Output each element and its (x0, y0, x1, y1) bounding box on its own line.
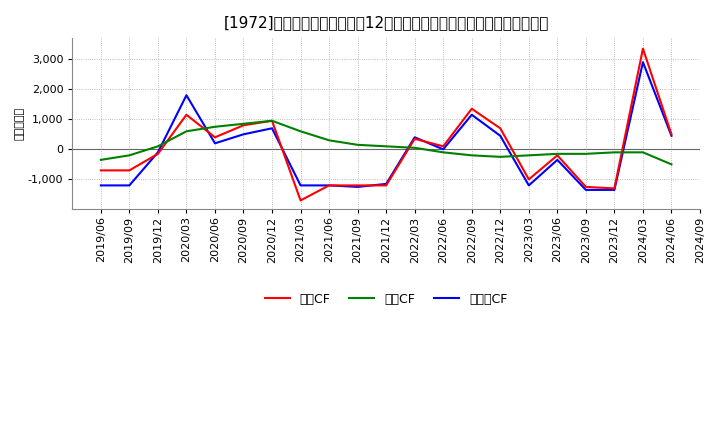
投資CF (96, 157, 105, 162)
フリーCF (354, 184, 362, 190)
営業CF (582, 184, 590, 190)
営業CF (467, 106, 476, 111)
営業CF (211, 135, 220, 140)
投資CF (496, 154, 505, 159)
営業CF (239, 123, 248, 128)
フリーCF (496, 133, 505, 139)
投資CF (153, 144, 162, 149)
投資CF (125, 153, 134, 158)
営業CF (382, 183, 390, 188)
フリーCF (639, 59, 647, 65)
営業CF (610, 186, 618, 191)
フリーCF (467, 112, 476, 117)
フリーCF (325, 183, 333, 188)
投資CF (268, 118, 276, 123)
フリーCF (239, 132, 248, 137)
フリーCF (382, 181, 390, 187)
フリーCF (153, 150, 162, 155)
投資CF (524, 153, 533, 158)
Y-axis label: （百万円）: （百万円） (15, 107, 25, 140)
投資CF (667, 162, 676, 167)
投資CF (325, 138, 333, 143)
営業CF (153, 151, 162, 157)
投資CF (553, 151, 562, 157)
営業CF (667, 132, 676, 137)
営業CF (639, 46, 647, 51)
投資CF (296, 128, 305, 134)
営業CF (524, 177, 533, 182)
Line: 営業CF: 営業CF (101, 49, 672, 201)
投資CF (239, 121, 248, 126)
フリーCF (182, 92, 191, 98)
フリーCF (96, 183, 105, 188)
投資CF (639, 150, 647, 155)
投資CF (354, 142, 362, 147)
フリーCF (582, 187, 590, 193)
営業CF (410, 136, 419, 141)
フリーCF (667, 133, 676, 139)
営業CF (325, 183, 333, 188)
営業CF (182, 112, 191, 117)
フリーCF (211, 141, 220, 146)
Title: [1972]　キャッシュフローの12か月移動合計の対前年同期増減額の推移: [1972] キャッシュフローの12か月移動合計の対前年同期増減額の推移 (223, 15, 549, 30)
投資CF (382, 144, 390, 149)
フリーCF (439, 147, 448, 152)
投資CF (610, 150, 618, 155)
Legend: 営業CF, 投資CF, フリーCF: 営業CF, 投資CF, フリーCF (260, 288, 513, 311)
投資CF (439, 150, 448, 155)
営業CF (96, 168, 105, 173)
営業CF (268, 118, 276, 123)
投資CF (467, 153, 476, 158)
営業CF (125, 168, 134, 173)
営業CF (496, 126, 505, 131)
投資CF (211, 124, 220, 129)
投資CF (410, 145, 419, 150)
Line: フリーCF: フリーCF (101, 62, 672, 190)
フリーCF (268, 126, 276, 131)
投資CF (182, 128, 191, 134)
営業CF (439, 144, 448, 149)
営業CF (354, 183, 362, 188)
営業CF (296, 198, 305, 203)
営業CF (553, 153, 562, 158)
フリーCF (524, 183, 533, 188)
フリーCF (410, 135, 419, 140)
フリーCF (296, 183, 305, 188)
フリーCF (125, 183, 134, 188)
投資CF (582, 151, 590, 157)
フリーCF (553, 157, 562, 162)
フリーCF (610, 187, 618, 193)
Line: 投資CF: 投資CF (101, 121, 672, 165)
